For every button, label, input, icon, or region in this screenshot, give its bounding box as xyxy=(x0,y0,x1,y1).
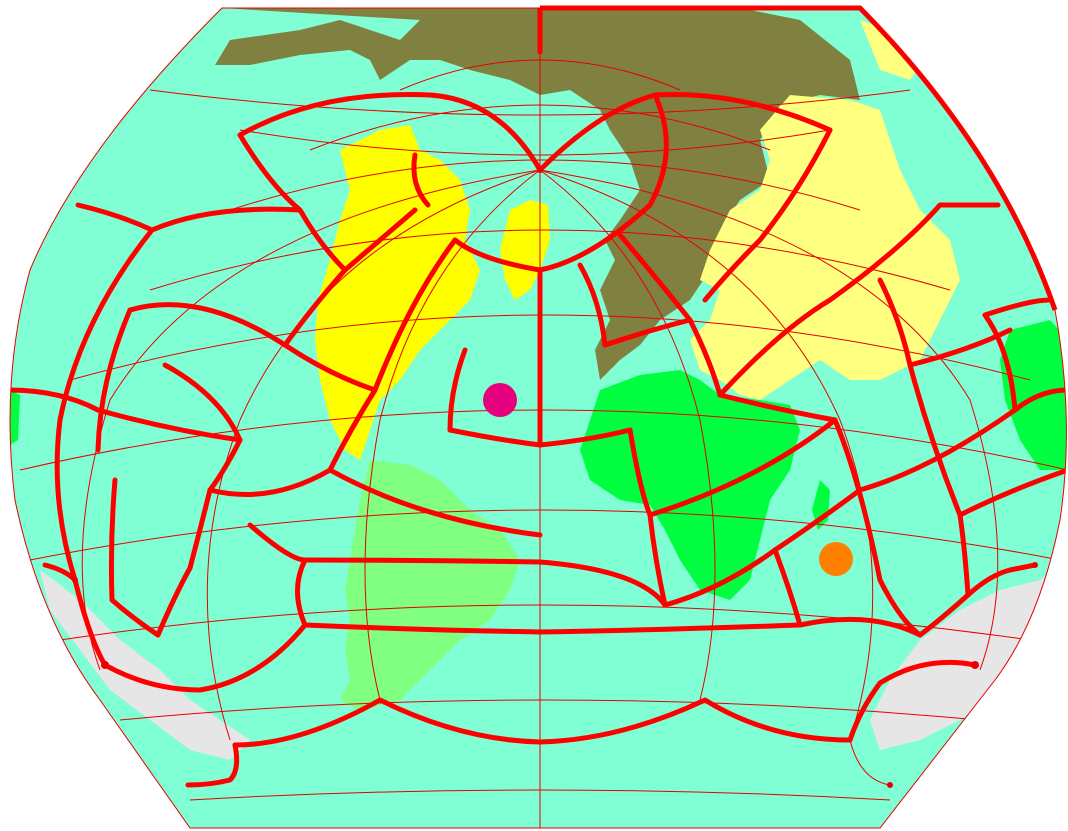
asia-south-landmass xyxy=(690,95,960,400)
zone-boundaries xyxy=(10,8,1067,788)
indian-ocean-marker xyxy=(819,542,853,576)
eurasia-north-landmass xyxy=(215,8,860,380)
africa-landmass xyxy=(580,370,800,600)
antarctica-landmass-east xyxy=(870,560,1067,750)
west-edge-land xyxy=(10,390,20,445)
globe-edge xyxy=(9,7,1067,829)
north-america-landmass xyxy=(315,125,480,460)
australia-landmass xyxy=(1000,320,1067,470)
antarctica-landmass-west xyxy=(40,570,250,760)
north-atlantic-marker xyxy=(483,383,517,417)
graticule-nodes xyxy=(72,167,1038,788)
